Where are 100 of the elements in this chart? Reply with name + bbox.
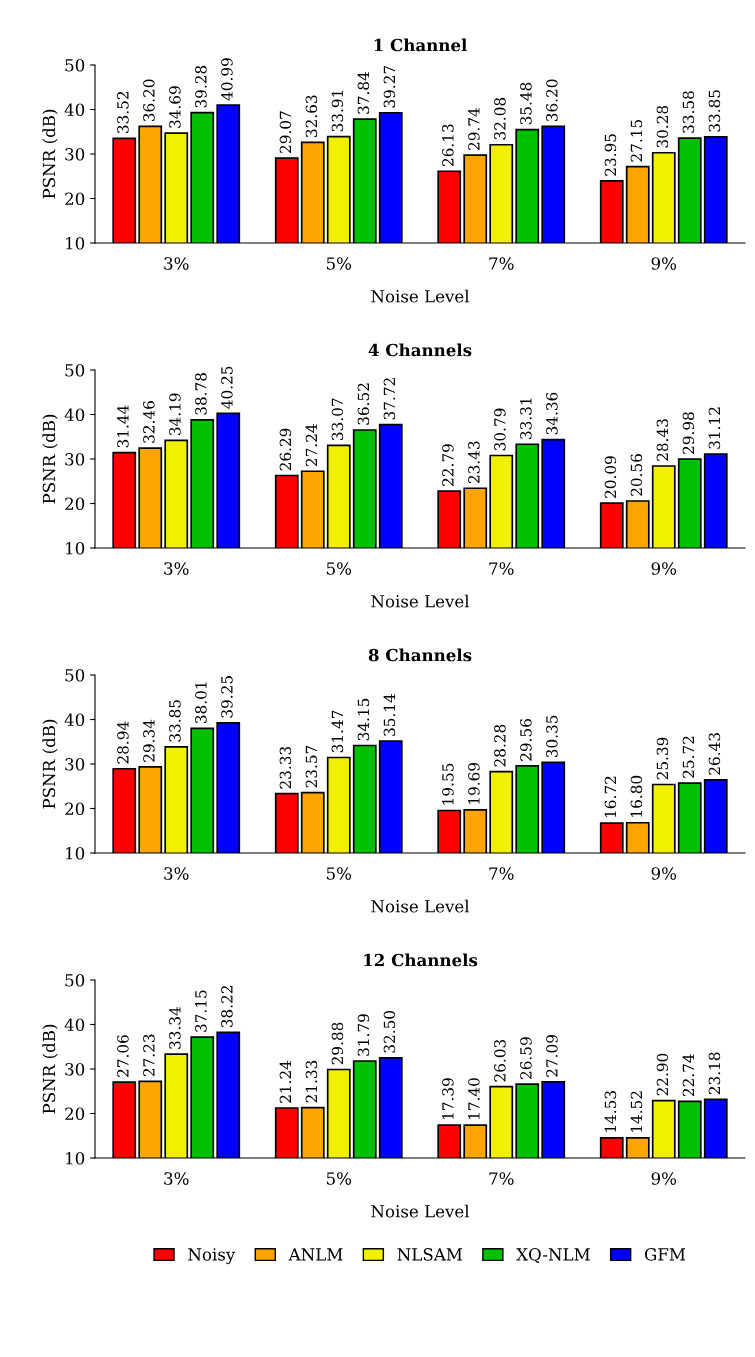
y-tick-label: 10 — [66, 541, 85, 555]
data-label: 39.28 — [195, 65, 207, 108]
data-label: 28.94 — [117, 721, 129, 764]
data-label: 23.33 — [279, 746, 292, 789]
data-label: 37.15 — [195, 990, 207, 1032]
data-label: 36.52 — [357, 383, 370, 425]
data-label: 23.43 — [468, 441, 480, 484]
legend-label: GFM — [644, 1248, 686, 1261]
x-tick-label: 3% — [164, 257, 189, 270]
data-label: 29.34 — [143, 719, 155, 762]
data-label: 32.50 — [383, 1010, 396, 1053]
data-label: 38.01 — [195, 682, 207, 724]
chart-title: 12 Channels — [364, 953, 478, 967]
data-label: 23.57 — [305, 745, 318, 788]
data-label: 38.78 — [195, 373, 207, 415]
x-axis-title: Noise Level — [371, 1204, 470, 1218]
y-tick-label: 10 — [66, 1151, 85, 1165]
y-tick-label: 50 — [65, 363, 85, 377]
data-label: 33.52 — [117, 91, 129, 133]
data-label: 33.58 — [682, 91, 695, 133]
x-tick-label: 7% — [489, 562, 514, 575]
data-label: 26.03 — [494, 1039, 506, 1082]
data-label: 30.79 — [494, 408, 506, 451]
legend-label: NLSAM — [397, 1248, 463, 1261]
data-label: 28.43 — [656, 419, 669, 461]
data-label: 27.15 — [630, 119, 643, 162]
y-tick-label: 20 — [65, 192, 85, 206]
x-tick-label: 9% — [651, 257, 677, 270]
data-label: 23.95 — [604, 134, 617, 176]
y-axis-title: PSNR (dB) — [42, 414, 58, 504]
x-tick-label: 7% — [489, 867, 514, 880]
data-label: 33.34 — [169, 1007, 181, 1049]
data-label: 33.91 — [331, 90, 344, 132]
data-label: 26.59 — [520, 1037, 532, 1079]
y-tick-label: 10 — [66, 846, 85, 860]
data-label: 33.85 — [169, 700, 181, 742]
data-label: 25.39 — [656, 737, 669, 780]
data-label: 40.99 — [221, 58, 233, 101]
x-tick-label: 9% — [651, 562, 677, 575]
data-label: 22.79 — [442, 444, 454, 486]
data-label: 27.24 — [305, 424, 318, 467]
y-tick-label: 30 — [65, 757, 85, 771]
data-label: 40.25 — [221, 366, 233, 409]
legend-label: ANLM — [288, 1248, 343, 1261]
y-tick-label: 40 — [64, 713, 85, 727]
y-tick-label: 40 — [64, 408, 85, 422]
y-axis-title: PSNR (dB) — [42, 109, 58, 199]
data-label: 38.22 — [221, 986, 233, 1028]
data-label: 29.74 — [468, 108, 480, 150]
data-label: 26.43 — [708, 733, 721, 775]
data-label: 29.56 — [520, 719, 532, 761]
x-tick-label: 5% — [326, 562, 352, 575]
y-tick-label: 30 — [65, 452, 85, 466]
data-label: 14.53 — [604, 1091, 617, 1132]
x-tick-label: 9% — [651, 1172, 677, 1185]
x-tick-label: 5% — [326, 867, 352, 880]
data-label: 33.85 — [708, 90, 721, 132]
data-label: 32.46 — [143, 401, 155, 443]
y-tick-label: 20 — [65, 1107, 85, 1121]
data-label: 17.40 — [468, 1078, 480, 1120]
data-label: 32.63 — [305, 95, 318, 137]
data-label: 36.20 — [546, 79, 558, 122]
y-tick-label: 20 — [65, 497, 85, 511]
data-label: 34.36 — [546, 392, 558, 435]
data-label: 35.48 — [520, 82, 532, 125]
data-label: 23.18 — [708, 1052, 721, 1095]
data-label: 21.33 — [305, 1060, 318, 1103]
data-label: 39.27 — [383, 65, 396, 108]
data-label: 26.29 — [279, 428, 292, 471]
x-tick-label: 5% — [326, 1172, 352, 1185]
data-label: 31.47 — [331, 710, 344, 753]
data-label: 39.25 — [221, 676, 233, 718]
data-label: 27.06 — [117, 1035, 129, 1077]
data-label: 30.28 — [656, 105, 669, 148]
data-label: 20.56 — [630, 454, 643, 496]
chart-title: 8 Channels — [368, 648, 472, 662]
data-label: 29.98 — [682, 412, 695, 454]
data-label: 28.28 — [494, 724, 506, 767]
chart-title: 1 Channel — [374, 38, 467, 52]
x-tick-label: 3% — [164, 562, 189, 575]
data-label: 26.13 — [442, 124, 454, 167]
data-label: 31.79 — [357, 1014, 370, 1056]
x-axis-title: Noise Level — [371, 594, 470, 608]
y-tick-label: 40 — [64, 103, 85, 117]
data-label: 27.23 — [143, 1034, 155, 1077]
data-label: 34.69 — [169, 86, 181, 128]
y-tick-label: 50 — [65, 58, 85, 72]
data-label: 34.19 — [169, 393, 181, 436]
data-label: 21.24 — [279, 1060, 292, 1103]
x-tick-label: 3% — [164, 867, 189, 880]
y-tick-label: 30 — [65, 1062, 85, 1076]
data-label: 14.52 — [630, 1091, 643, 1132]
y-axis-title: PSNR (dB) — [42, 719, 58, 809]
y-tick-label: 40 — [64, 1018, 85, 1032]
data-label: 37.72 — [383, 378, 396, 420]
data-label: 20.09 — [604, 456, 617, 498]
data-label: 29.07 — [279, 111, 292, 153]
data-label: 29.88 — [331, 1022, 344, 1065]
data-label: 22.74 — [682, 1054, 695, 1097]
y-tick-label: 30 — [65, 147, 85, 161]
